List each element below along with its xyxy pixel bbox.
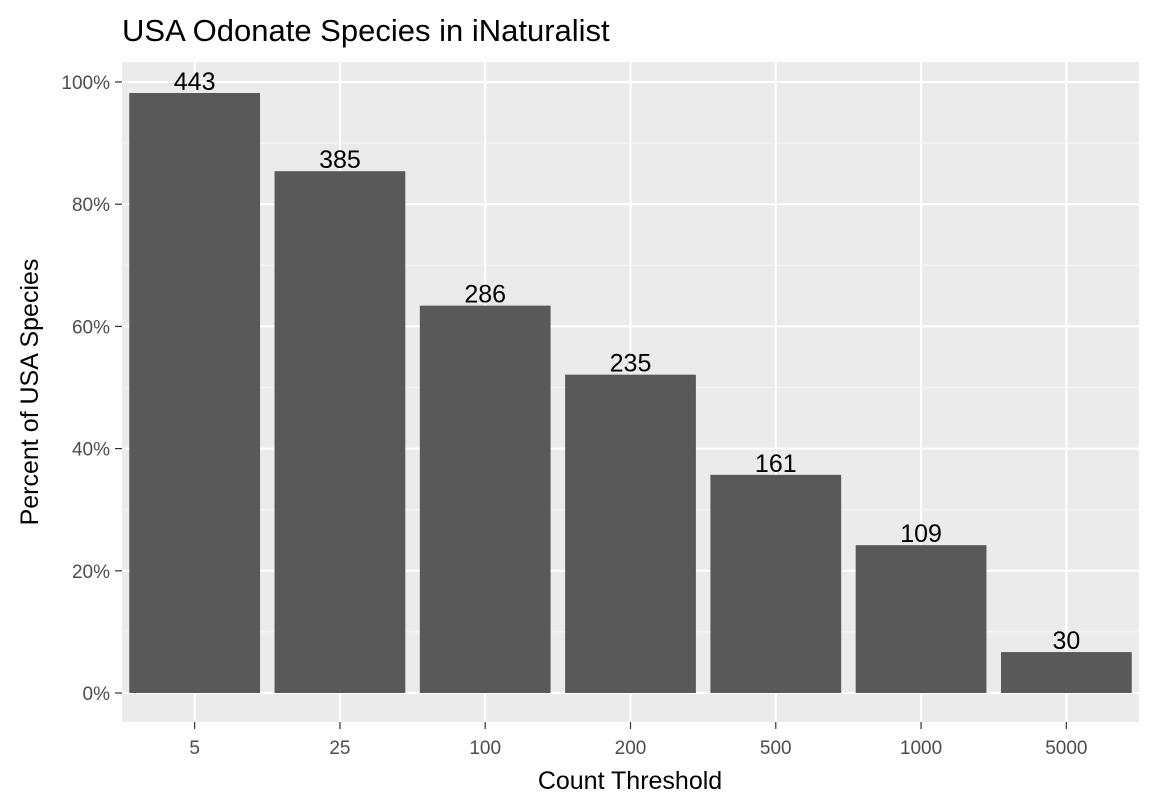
bar-value-label: 109 — [900, 520, 942, 548]
bars — [129, 92, 1132, 694]
y-axis: 0% 20% 40% 60% 80% 100% — [61, 73, 122, 705]
x-axis: 5 25 100 200 500 1000 5000 — [189, 722, 1087, 759]
bar — [565, 374, 696, 693]
x-tick-label: 100 — [469, 738, 501, 759]
bar-value-label: 286 — [464, 281, 506, 309]
y-axis-title: Percent of USA Species — [16, 259, 44, 526]
x-tick-label: 200 — [615, 738, 647, 759]
x-tick-label: 5000 — [1045, 738, 1087, 759]
y-tick-label: 60% — [72, 317, 110, 338]
y-tick-label: 80% — [72, 195, 110, 216]
bar — [419, 305, 551, 693]
x-tick-label: 25 — [329, 738, 350, 759]
x-axis-title: Count Threshold — [538, 767, 722, 795]
bar-value-label: 161 — [755, 450, 797, 478]
bar — [1000, 652, 1132, 693]
bar — [855, 545, 987, 693]
y-tick-label: 40% — [72, 440, 110, 461]
y-tick-label: 100% — [61, 73, 110, 94]
bar — [710, 474, 842, 693]
x-tick-label: 1000 — [900, 738, 942, 759]
bar-labels: 443 385 286 235 161 109 30 — [174, 68, 1080, 655]
bar-value-label: 30 — [1052, 627, 1080, 655]
bar-value-label: 235 — [610, 350, 652, 378]
y-tick-label: 0% — [83, 684, 111, 705]
y-tick-label: 20% — [72, 562, 110, 583]
bar — [129, 92, 261, 694]
x-tick-label: 5 — [189, 738, 200, 759]
x-tick-label: 500 — [760, 738, 792, 759]
bar-value-label: 385 — [319, 146, 361, 174]
chart-title: USA Odonate Species in iNaturalist — [122, 13, 610, 48]
bar-value-label: 443 — [174, 68, 216, 96]
bar — [274, 171, 406, 693]
